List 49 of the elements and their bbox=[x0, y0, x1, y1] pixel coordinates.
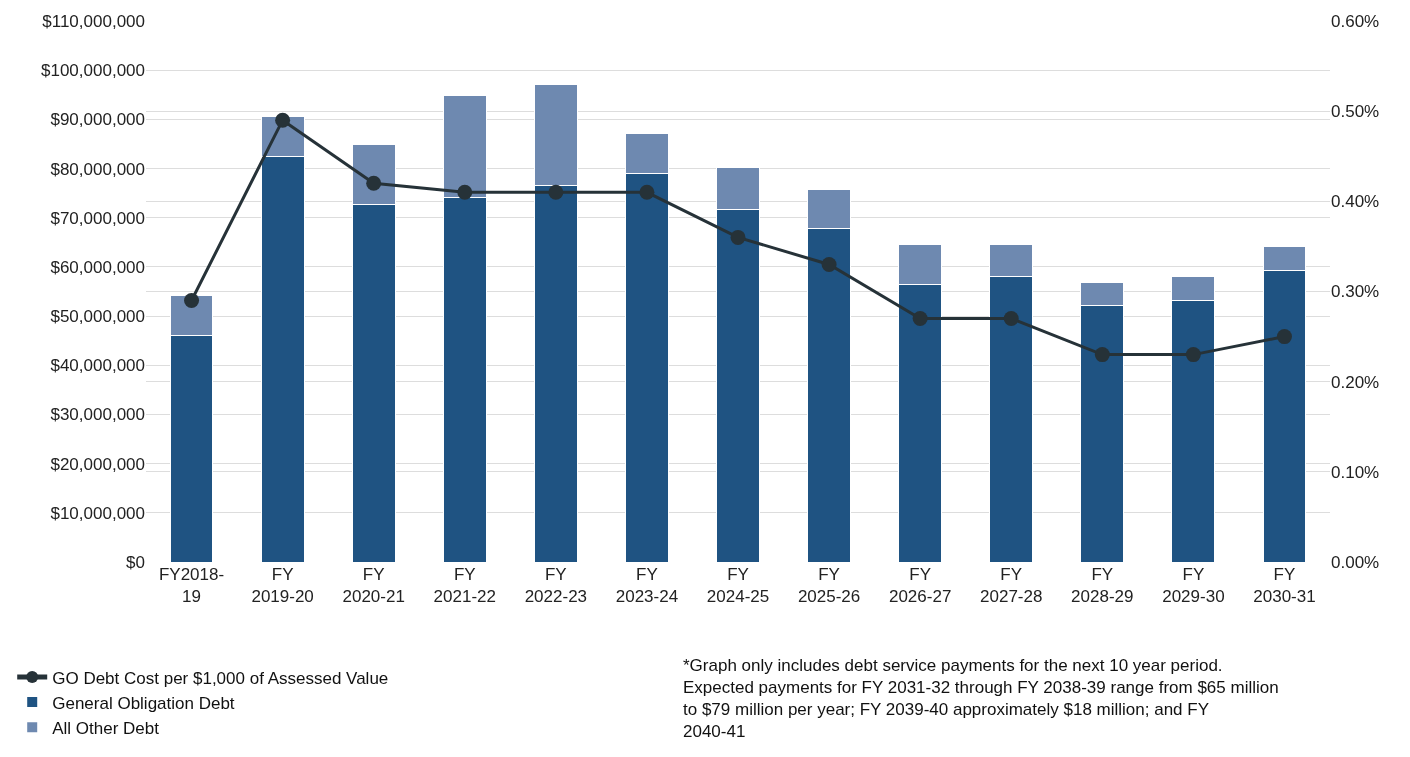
y-tick-label: $70,000,000 bbox=[50, 208, 145, 228]
point bbox=[366, 175, 382, 191]
y-tick-label: $50,000,000 bbox=[50, 307, 145, 327]
point bbox=[639, 184, 655, 200]
point bbox=[1003, 311, 1019, 327]
x-tick-label: FY 2028-29 bbox=[1071, 565, 1134, 607]
y-tick-label: $10,000,000 bbox=[50, 503, 145, 523]
point bbox=[184, 293, 200, 309]
y2-tick-label: 0.50% bbox=[1331, 102, 1380, 122]
point bbox=[1276, 329, 1292, 345]
x-tick-label: FY 2021-22 bbox=[433, 565, 496, 607]
x-tick-label: FY 2023-24 bbox=[615, 565, 679, 607]
x-tick-label: FY 2020-21 bbox=[342, 565, 405, 607]
x-tick-label: FY 2030-31 bbox=[1253, 565, 1316, 607]
y2-tick-label: 0.20% bbox=[1331, 372, 1380, 392]
x-tick-label: FY 2027-28 bbox=[980, 565, 1043, 607]
x-tick-label: FY 2024-25 bbox=[706, 565, 770, 607]
x-tick-label: FY 2029-30 bbox=[1162, 565, 1225, 607]
legend-label: GO Debt Cost per $1,000 of Assessed Value bbox=[52, 668, 389, 688]
y2-tick-label: 0.30% bbox=[1331, 282, 1380, 302]
y-tick-label: $110,000,000 bbox=[42, 11, 145, 31]
y-tick-label: $20,000,000 bbox=[50, 454, 145, 474]
x-tick-label: FY 2019-20 bbox=[251, 565, 314, 607]
text: *Graph only includes debt service payments for the next 10 year period. Expected payments for FY 2031-32 through FY 2038-39 range from $65 million to $79 million per year; FY 2039-40 approximately $18 million; and FY 2040-41 bbox=[683, 656, 1279, 742]
y-tick-label: $60,000,000 bbox=[50, 257, 145, 277]
y-tick-label: $30,000,000 bbox=[50, 405, 145, 425]
legend-label: All Other Debt bbox=[52, 718, 160, 738]
point bbox=[821, 256, 837, 272]
x-tick-label: FY 2026-27 bbox=[888, 565, 952, 607]
y-tick-label: $40,000,000 bbox=[50, 356, 145, 376]
point bbox=[730, 229, 746, 245]
point bbox=[1094, 347, 1110, 363]
point bbox=[275, 112, 291, 128]
point bbox=[457, 184, 473, 200]
y-tick-label: $90,000,000 bbox=[50, 110, 145, 130]
point bbox=[548, 184, 564, 200]
y2-tick-label: 0.00% bbox=[1331, 552, 1380, 572]
x-tick-label: FY 2022-23 bbox=[524, 565, 588, 607]
x-tick-label: FY2018-19 bbox=[158, 565, 225, 607]
x-tick-label: FY 2025-26 bbox=[797, 565, 861, 607]
point bbox=[1185, 347, 1201, 363]
y2-tick-label: 0.10% bbox=[1331, 462, 1380, 482]
point bbox=[912, 311, 928, 327]
y-tick-label: $100,000,000 bbox=[41, 61, 145, 81]
y-tick-label: $0 bbox=[126, 552, 145, 572]
y2-tick-label: 0.40% bbox=[1331, 192, 1380, 212]
legend-label: General Obligation Debt bbox=[52, 693, 235, 713]
y-tick-label: $80,000,000 bbox=[50, 159, 145, 179]
y2-tick-label: 0.60% bbox=[1331, 11, 1380, 31]
